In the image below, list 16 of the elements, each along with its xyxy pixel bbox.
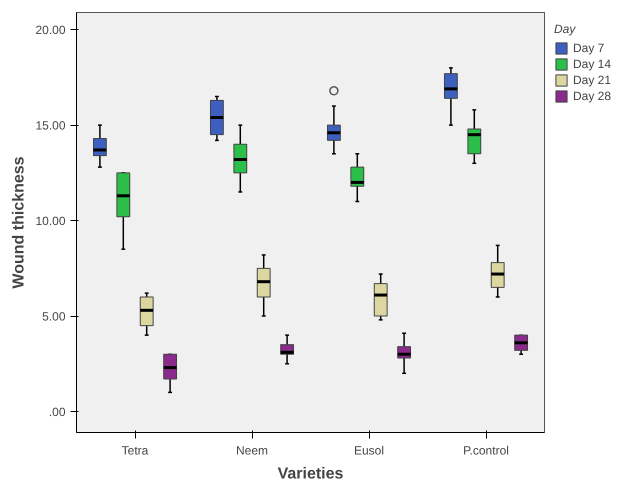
legend-title: Day [554, 22, 577, 36]
y-tick-label: 15.00 [35, 118, 66, 133]
x-axis-title: Varieties [278, 466, 344, 482]
y-tick-label: .00 [48, 405, 66, 419]
x-tick-label: P.control [463, 444, 509, 458]
y-axis-title: Wound thickness [10, 156, 28, 289]
x-tick-label: Eusol [354, 444, 384, 458]
y-tick-label: 20.00 [35, 23, 66, 38]
legend-label: Day 14 [573, 57, 612, 71]
legend-label: Day 7 [573, 41, 604, 55]
y-tick-label: 10.00 [35, 214, 66, 228]
legend-label: Day 28 [573, 89, 612, 103]
x-tick-label: Tetra [122, 444, 149, 458]
x-tick-label: Neem [236, 444, 268, 458]
legend-label: Day 21 [573, 73, 612, 87]
y-tick-label: 5.00 [42, 310, 66, 324]
